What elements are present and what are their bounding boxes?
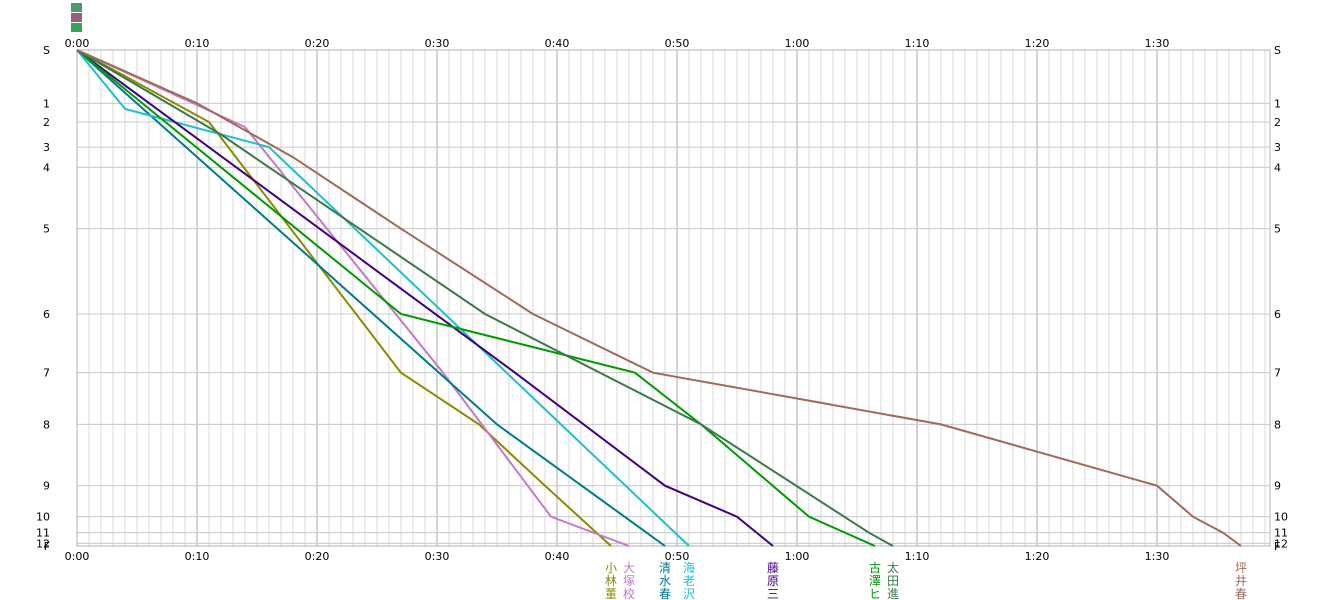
y-tick-label-left: 6 — [43, 308, 50, 321]
runner-label: ヒ — [869, 587, 881, 600]
runner-label: 老 — [683, 574, 695, 588]
runner-label: 董 — [605, 587, 617, 600]
x-tick-label-bottom: 1:10 — [905, 550, 930, 563]
x-tick-label-bottom: 0:10 — [185, 550, 210, 563]
y-tick-label-left: 12 — [36, 537, 50, 550]
legend-swatch — [71, 3, 82, 12]
y-tick-label-left: 10 — [36, 511, 50, 524]
x-tick-label-bottom: 1:20 — [1025, 550, 1050, 563]
y-tick-label-left: S — [43, 44, 50, 57]
runner-label: 春 — [659, 587, 671, 600]
runner-label: 古 — [869, 560, 881, 575]
runner-label: 水 — [659, 574, 671, 588]
x-tick-label-bottom: 0:00 — [65, 550, 90, 563]
legend-swatch — [71, 13, 82, 22]
runner-label: 進 — [887, 587, 899, 600]
y-tick-label-right: 6 — [1274, 308, 1281, 321]
runner-label: 春 — [1235, 587, 1247, 600]
legend-swatch — [71, 23, 82, 32]
y-tick-label-right: 5 — [1274, 223, 1281, 236]
x-tick-label-top: 0:50 — [665, 37, 690, 50]
y-tick-label-left: 7 — [43, 367, 50, 380]
runner-label: 海 — [683, 560, 695, 575]
y-tick-label-left: 5 — [43, 223, 50, 236]
grid — [76, 49, 1271, 547]
x-tick-label-bottom: 1:00 — [785, 550, 810, 563]
y-tick-label-left: 4 — [43, 161, 50, 174]
y-tick-label-right: 11 — [1274, 527, 1288, 540]
y-tick-label-left: 9 — [43, 480, 50, 493]
series-line — [76, 49, 612, 547]
x-tick-label-top: 1:00 — [785, 37, 810, 50]
y-tick-label-right: S — [1274, 44, 1281, 57]
x-tick-label-bottom: 0:20 — [305, 550, 330, 563]
runner-label: 澤 — [869, 574, 881, 588]
series-lines — [76, 49, 1242, 547]
y-tick-label-right: 2 — [1274, 116, 1281, 129]
runner-label: 林 — [605, 574, 617, 588]
y-tick-label-right: F — [1274, 540, 1280, 553]
x-tick-label-top: 0:40 — [545, 37, 570, 50]
x-axis-top: 0:00 0:10 0:20 0:30 0:40 0:50 1:00 1:10 1:20 1:30 — [65, 37, 1170, 50]
legend-stack — [71, 3, 82, 32]
plot-frame — [76, 49, 1271, 547]
runner-label: 沢 — [683, 587, 695, 600]
x-tick-label-top: 0:20 — [305, 37, 330, 50]
series-line — [76, 49, 876, 547]
runner-label: 校 — [623, 586, 635, 600]
y-tick-label-right: 12 — [1274, 537, 1288, 550]
x-axis-bottom: 0:00 0:10 0:20 0:30 0:40 0:50 1:00 1:10 1:20 1:30 — [65, 550, 1170, 563]
runner-label: 原 — [767, 574, 779, 588]
y-tick-label-left: 2 — [43, 116, 50, 129]
y-tick-label-right: 3 — [1274, 141, 1281, 154]
x-tick-label-bottom: 1:30 — [1145, 550, 1170, 563]
series-line — [76, 49, 1242, 547]
y-tick-label-right: 8 — [1274, 418, 1281, 431]
y-tick-label-left: F — [44, 540, 50, 553]
series-line — [76, 49, 894, 547]
x-tick-label-top: 0:00 — [65, 37, 90, 50]
series-line — [76, 49, 666, 547]
series-line — [76, 49, 630, 547]
x-tick-label-bottom: 0:40 — [545, 550, 570, 563]
runner-label: 坪 — [1235, 561, 1247, 575]
x-tick-label-top: 1:30 — [1145, 37, 1170, 50]
runner-label: 藤 — [767, 561, 779, 575]
y-tick-label-left: 1 — [43, 97, 50, 110]
y-tick-label-left: 11 — [36, 527, 50, 540]
x-tick-label-top: 1:20 — [1025, 37, 1050, 50]
x-tick-label-top: 0:30 — [425, 37, 450, 50]
y-tick-label-right: 1 — [1274, 97, 1281, 110]
y-tick-label-right: 9 — [1274, 480, 1281, 493]
runner-label: 三 — [767, 587, 779, 600]
x-tick-label-bottom: 0:50 — [665, 550, 690, 563]
runner-label: 井 — [1235, 574, 1247, 588]
x-tick-label-top: 0:10 — [185, 37, 210, 50]
runner-label: 田 — [887, 574, 899, 588]
y-tick-label-left: 8 — [43, 418, 50, 431]
y-tick-label-right: 7 — [1274, 367, 1281, 380]
x-tick-label-bottom: 0:30 — [425, 550, 450, 563]
x-tick-label-top: 1:10 — [905, 37, 930, 50]
runner-label: 大 — [623, 561, 635, 575]
runner-label: 清 — [659, 561, 671, 575]
series-line — [76, 49, 774, 547]
runner-label: 塚 — [623, 574, 635, 588]
runner-label: 太 — [887, 560, 899, 575]
y-tick-label-left: 3 — [43, 141, 50, 154]
y-tick-label-right: 10 — [1274, 511, 1288, 524]
runner-label: 小 — [605, 561, 617, 575]
y-tick-label-right: 4 — [1274, 161, 1281, 174]
